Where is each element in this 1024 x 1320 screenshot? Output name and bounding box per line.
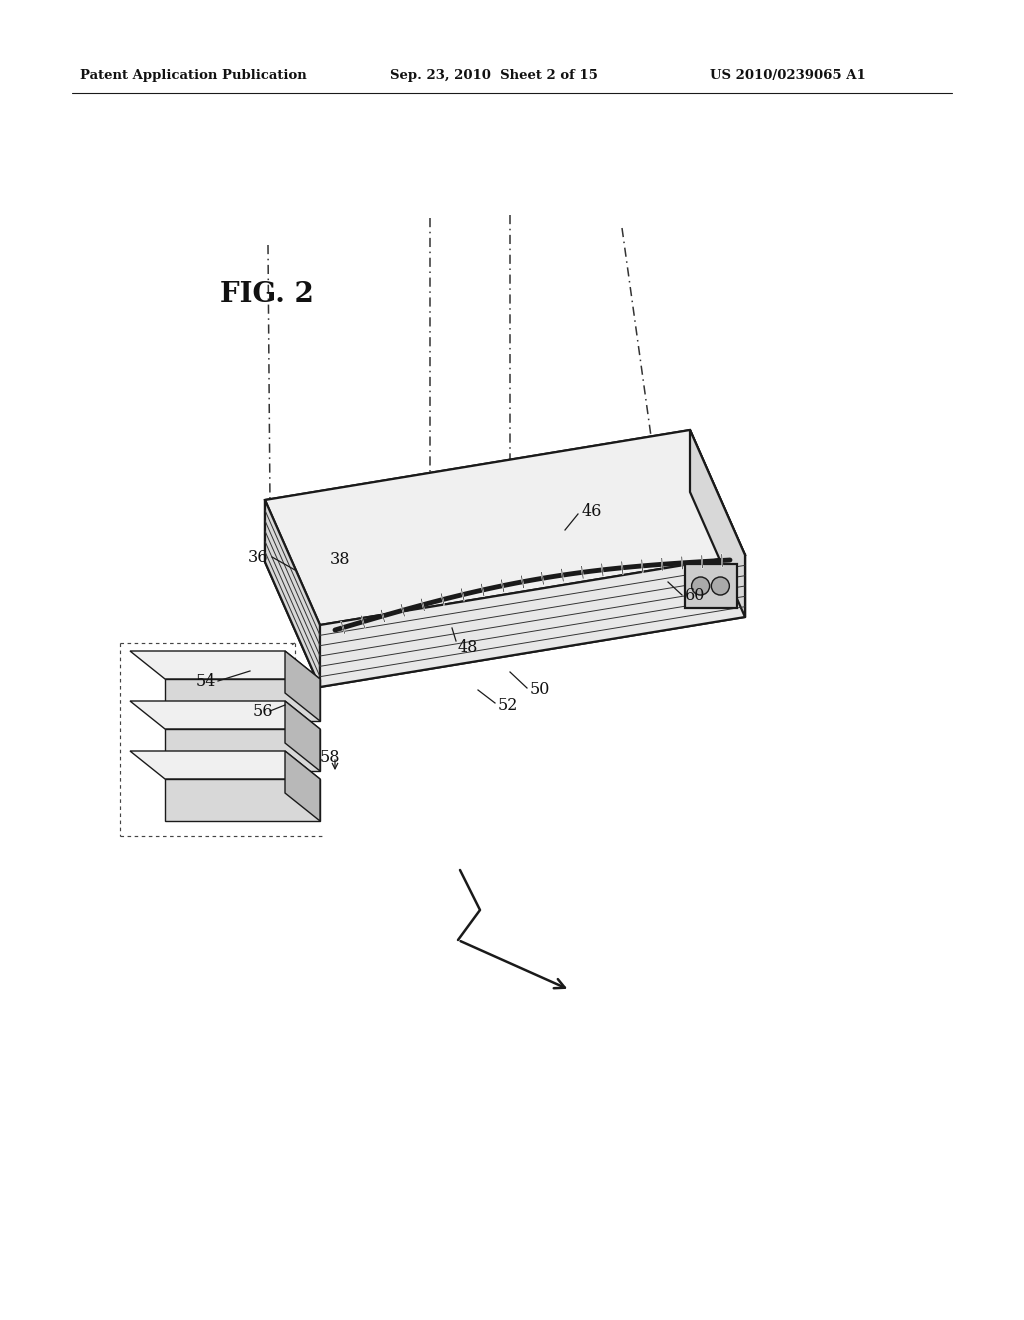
Text: Patent Application Publication: Patent Application Publication bbox=[80, 69, 307, 82]
Polygon shape bbox=[285, 701, 319, 771]
Polygon shape bbox=[165, 779, 319, 821]
Polygon shape bbox=[285, 651, 319, 721]
Text: 48: 48 bbox=[458, 639, 478, 656]
Polygon shape bbox=[685, 564, 737, 609]
Text: 46: 46 bbox=[582, 503, 602, 520]
Text: 58: 58 bbox=[319, 750, 341, 767]
Polygon shape bbox=[165, 729, 319, 771]
Text: 60: 60 bbox=[685, 587, 706, 605]
Polygon shape bbox=[130, 751, 319, 779]
Circle shape bbox=[712, 577, 729, 595]
Polygon shape bbox=[319, 554, 745, 686]
Text: 56: 56 bbox=[253, 704, 273, 721]
Polygon shape bbox=[265, 430, 745, 624]
Text: 38: 38 bbox=[330, 552, 350, 569]
Polygon shape bbox=[165, 678, 319, 721]
Text: FIG. 2: FIG. 2 bbox=[220, 281, 314, 309]
Text: Sep. 23, 2010  Sheet 2 of 15: Sep. 23, 2010 Sheet 2 of 15 bbox=[390, 69, 598, 82]
Polygon shape bbox=[690, 430, 745, 616]
Polygon shape bbox=[130, 701, 319, 729]
Polygon shape bbox=[285, 751, 319, 821]
Circle shape bbox=[691, 577, 710, 595]
Text: 52: 52 bbox=[498, 697, 518, 714]
Text: 54: 54 bbox=[196, 673, 216, 690]
Text: US 2010/0239065 A1: US 2010/0239065 A1 bbox=[710, 69, 865, 82]
Polygon shape bbox=[130, 651, 319, 678]
Text: 36: 36 bbox=[248, 549, 268, 565]
Text: 50: 50 bbox=[530, 681, 550, 698]
Polygon shape bbox=[265, 500, 319, 686]
